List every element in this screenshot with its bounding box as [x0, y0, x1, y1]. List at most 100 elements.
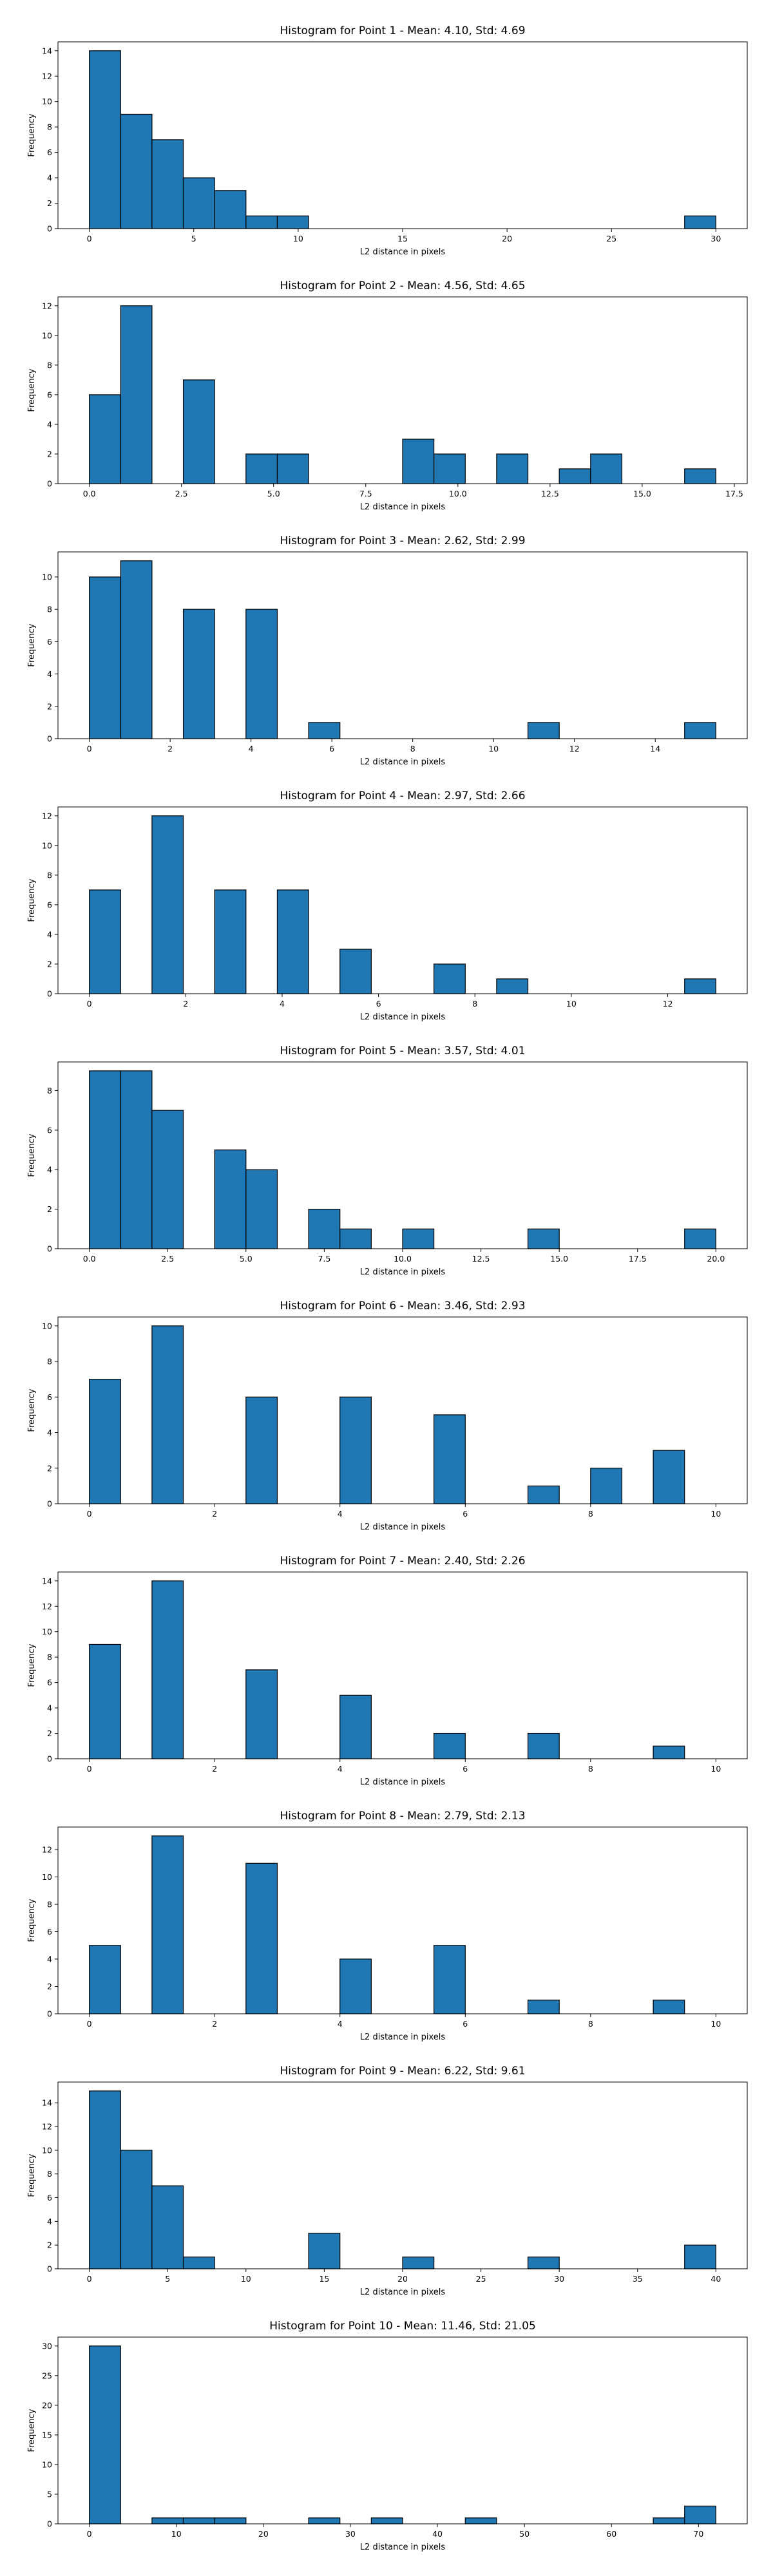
histogram-bar: [120, 2150, 153, 2269]
histogram-bar: [151, 1580, 184, 1759]
x-tick-label: 6: [463, 1764, 468, 1774]
y-tick-label: 12: [42, 1845, 52, 1855]
y-tick-label: 6: [47, 1678, 52, 1687]
histogram-bar: [653, 2517, 685, 2524]
histogram-8: Histogram for Point 8 - Mean: 2.79, Std:…: [0, 1804, 773, 2060]
histogram-svg: Histogram for Point 1 - Mean: 4.10, Std:…: [27, 24, 748, 257]
y-tick-label: 0: [47, 2009, 52, 2019]
histogram-bar: [214, 190, 247, 229]
y-tick-label: 6: [47, 390, 52, 399]
histogram-bar: [590, 453, 623, 484]
histogram-bar: [182, 379, 215, 484]
x-tick-label: 20: [397, 2274, 408, 2284]
histogram-bar: [684, 2244, 716, 2269]
histogram-bar: [151, 1325, 184, 1504]
y-tick-label: 14: [42, 1576, 52, 1586]
histogram-bar: [527, 2000, 560, 2014]
x-tick-label: 17.5: [629, 1254, 647, 1264]
y-tick-label: 2: [47, 1204, 52, 1214]
x-tick-label: 8: [472, 999, 477, 1009]
histogram-bar: [434, 1732, 466, 1759]
y-tick-label: 10: [42, 2459, 52, 2469]
chart-title: Histogram for Point 1 - Mean: 4.10, Std:…: [280, 24, 525, 37]
x-tick-label: 10: [293, 234, 303, 243]
histogram-bar: [308, 722, 341, 739]
histogram-bar: [214, 2517, 247, 2524]
histogram-bar: [308, 1209, 341, 1249]
x-tick-label: 25: [476, 2274, 486, 2284]
y-tick-label: 5: [47, 2489, 52, 2499]
histogram-bar: [120, 113, 153, 229]
histogram-bar: [245, 1396, 278, 1504]
histogram-bar: [590, 1468, 623, 1504]
x-tick-label: 5.0: [267, 489, 280, 498]
x-tick-label: 20: [258, 2529, 269, 2539]
x-tick-label: 6: [463, 2019, 468, 2029]
x-tick-label: 4: [338, 1509, 343, 1519]
histogram-bar: [434, 963, 466, 994]
y-tick-label: 10: [42, 1872, 52, 1882]
chart-title: Histogram for Point 8 - Mean: 2.79, Std:…: [280, 1810, 525, 1823]
x-tick-label: 15.0: [633, 489, 651, 498]
x-tick-label: 6: [463, 1509, 468, 1519]
y-tick-label: 2: [47, 959, 52, 969]
x-tick-label: 2.5: [161, 1254, 174, 1264]
histogram-bar: [434, 453, 466, 484]
histogram-svg: Histogram for Point 6 - Mean: 3.46, Std:…: [27, 1300, 748, 1532]
y-tick-label: 4: [47, 1955, 52, 1964]
y-tick-label: 0: [47, 479, 52, 489]
y-tick-label: 0: [47, 1754, 52, 1764]
chart-title: Histogram for Point 10 - Mean: 11.46, St…: [269, 2320, 536, 2333]
chart-title: Histogram for Point 6 - Mean: 3.46, Std:…: [280, 1300, 525, 1312]
histogram-bar: [684, 1228, 716, 1249]
x-tick-label: 15.0: [550, 1254, 568, 1264]
histogram-bar: [89, 50, 121, 229]
histogram-bar: [276, 889, 309, 994]
y-tick-label: 10: [42, 330, 52, 340]
y-tick-label: 25: [42, 2371, 52, 2380]
x-tick-label: 12: [663, 999, 673, 1009]
histogram-bar: [684, 468, 716, 484]
histogram-bar: [684, 2505, 716, 2524]
histogram-4: Histogram for Point 4 - Mean: 2.97, Std:…: [0, 784, 773, 1039]
x-tick-label: 4: [249, 744, 254, 753]
x-tick-label: 0: [87, 234, 92, 243]
histogram-5: Histogram for Point 5 - Mean: 3.57, Std:…: [0, 1039, 773, 1294]
histogram-svg: Histogram for Point 4 - Mean: 2.97, Std:…: [27, 790, 748, 1022]
x-tick-label: 5: [165, 2274, 170, 2284]
x-tick-label: 8: [588, 2019, 593, 2029]
histogram-svg: Histogram for Point 2 - Mean: 4.56, Std:…: [27, 279, 748, 512]
y-tick-label: 12: [42, 1602, 52, 1611]
histogram-bar: [214, 1149, 247, 1249]
histogram-bar: [339, 949, 372, 994]
y-tick-label: 0: [47, 1244, 52, 1254]
x-tick-label: 12.5: [472, 1254, 490, 1264]
histogram-7: Histogram for Point 7 - Mean: 2.40, Std:…: [0, 1549, 773, 1804]
y-tick-label: 14: [42, 46, 52, 55]
x-tick-label: 6: [329, 744, 334, 753]
y-tick-label: 8: [47, 2169, 52, 2179]
histogram-bar: [245, 215, 278, 229]
histogram-bar: [245, 1862, 278, 2014]
histogram-bar: [308, 2233, 341, 2269]
y-tick-label: 12: [42, 2122, 52, 2132]
y-tick-label: 4: [47, 1428, 52, 1437]
x-axis-label: L2 distance in pixels: [360, 757, 446, 767]
x-tick-label: 30: [711, 234, 721, 243]
y-tick-label: 4: [47, 929, 52, 939]
x-tick-label: 17.5: [725, 489, 743, 498]
x-tick-label: 35: [633, 2274, 643, 2284]
y-tick-label: 0: [47, 734, 52, 744]
y-tick-label: 6: [47, 900, 52, 909]
x-axis-label: L2 distance in pixels: [360, 1522, 446, 1532]
histogram-bar: [151, 139, 184, 229]
y-tick-label: 10: [42, 1321, 52, 1331]
x-axis-label: L2 distance in pixels: [360, 1267, 446, 1277]
x-tick-label: 10: [488, 744, 499, 753]
y-tick-label: 8: [47, 1900, 52, 1909]
histogram-bar: [402, 439, 435, 484]
y-tick-label: 0: [47, 1499, 52, 1509]
chart-title: Histogram for Point 5 - Mean: 3.57, Std:…: [280, 1045, 525, 1057]
y-axis-label: Frequency: [27, 2154, 37, 2197]
x-tick-label: 5.0: [240, 1254, 253, 1264]
